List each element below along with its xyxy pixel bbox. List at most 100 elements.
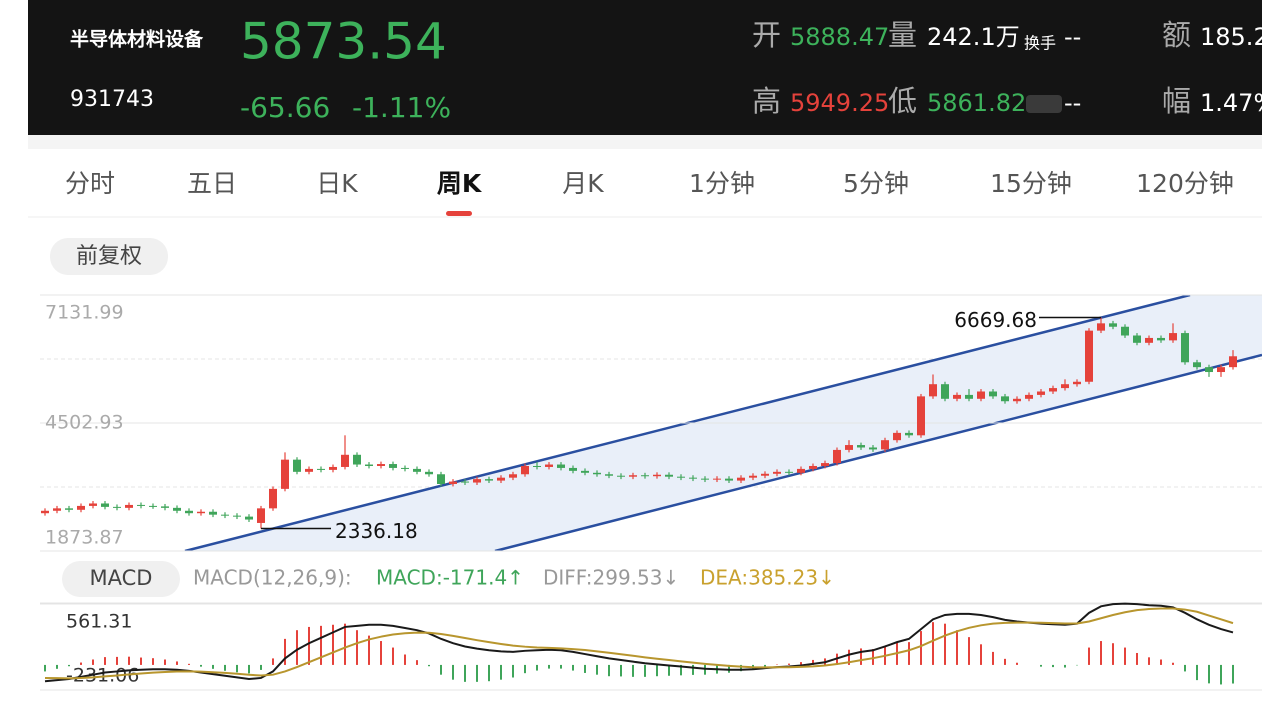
y-tick-label: 561.31: [66, 611, 132, 633]
candle-body: [809, 465, 817, 469]
candle-body: [533, 465, 541, 467]
candle-body: [1121, 326, 1129, 336]
candle-body: [929, 384, 937, 397]
candle-body: [281, 459, 289, 489]
candle-body: [341, 454, 349, 467]
candle-body: [233, 515, 241, 517]
candle-body: [1001, 396, 1009, 402]
candle-body: [197, 511, 205, 514]
candle-body: [557, 464, 565, 468]
header: 半导体材料设备 931743 5873.54 -65.66 -1.11% 开 5…: [70, 13, 1276, 125]
macd-panel: 561.31 -231.06: [40, 602, 1262, 691]
candle-body: [329, 466, 337, 470]
candle-body: [509, 474, 517, 478]
candle-body: [665, 474, 673, 477]
candle-body: [893, 432, 901, 441]
blurred-label: [1026, 95, 1062, 113]
candle-body: [437, 474, 445, 485]
tab[interactable]: 五日: [187, 169, 237, 198]
tab[interactable]: 周K: [437, 169, 483, 198]
stat-value: 1.47%: [1200, 89, 1276, 117]
stat-label: 额: [1162, 18, 1191, 52]
candle-body: [701, 478, 709, 480]
candle-body: [1097, 323, 1105, 331]
y-tick-label: 1873.87: [45, 527, 124, 549]
candle-body: [821, 463, 829, 466]
candle-body: [1061, 384, 1069, 389]
candle-body: [881, 440, 889, 450]
candle-body: [149, 505, 157, 507]
candle-body: [977, 391, 985, 399]
candle-body: [845, 445, 853, 450]
change-pct: -1.11%: [352, 91, 451, 124]
candle-body: [677, 476, 685, 478]
candle-body: [269, 488, 277, 509]
candle-body: [545, 464, 553, 467]
candle-body: [161, 506, 169, 508]
stat-label: 量: [888, 18, 917, 52]
legend-entry: DEA:385.23↓: [700, 566, 835, 590]
stock-name: 半导体材料设备: [70, 28, 204, 51]
candle-body: [53, 508, 61, 511]
tab-bar: 分时 五日 日K 周K 月K 1分钟 5分钟 15分钟 120分钟: [65, 169, 1234, 216]
candle-body: [737, 477, 745, 481]
candle-body: [413, 468, 421, 472]
candle-body: [401, 467, 409, 469]
candle-body: [905, 432, 913, 436]
candle-body: [389, 464, 397, 468]
tab[interactable]: 5分钟: [843, 169, 909, 198]
stat-value: 185.2: [1200, 23, 1269, 51]
candle-body: [773, 471, 781, 474]
candle-body: [653, 474, 661, 477]
tab[interactable]: 分时: [65, 169, 115, 198]
candle-body: [1193, 362, 1201, 368]
stock-code: 931743: [70, 87, 154, 112]
tab[interactable]: 1分钟: [689, 169, 755, 198]
candle-body: [689, 477, 697, 479]
candle-body: [137, 504, 145, 506]
candle-body: [797, 468, 805, 473]
price-grid: 7131.99 4502.93 1873.87: [40, 294, 1262, 552]
tab[interactable]: 月K: [562, 169, 604, 198]
candle-body: [953, 394, 961, 399]
candle-body: [605, 474, 613, 476]
y-tick-label: 7131.99: [45, 302, 124, 324]
change: -65.66: [240, 91, 330, 124]
candle-body: [1145, 337, 1153, 343]
candle-body: [461, 481, 469, 483]
candle-body: [257, 508, 265, 523]
candle-body: [497, 477, 505, 481]
candle-body: [581, 470, 589, 473]
tab[interactable]: 15分钟: [990, 169, 1072, 198]
candle-body: [245, 516, 253, 520]
candle-body: [305, 468, 313, 472]
candle-body: [1013, 398, 1021, 402]
macd-params: MACD(12,26,9):: [193, 566, 352, 590]
stat-value: 242.1万: [927, 23, 1020, 51]
indicator-button[interactable]: [62, 561, 180, 597]
stat-label: 高: [752, 84, 781, 118]
candle-body: [965, 394, 973, 399]
adjust-button[interactable]: [50, 238, 168, 275]
candle-body: [77, 505, 85, 510]
candle-body: [449, 481, 457, 485]
dea-line: [44, 607, 1234, 680]
legend-entry: MACD:-171.4↑: [376, 566, 524, 590]
candle-body: [221, 514, 229, 516]
tab[interactable]: 120分钟: [1136, 169, 1234, 198]
stat-value: 5949.25: [790, 89, 889, 117]
candle-body: [365, 464, 373, 466]
macd-legend: MACD:-171.4↑ DIFF:299.53↓ DEA:385.23↓: [376, 566, 835, 590]
stat-label: 开: [752, 18, 781, 52]
stat-value: 5888.47: [790, 23, 889, 51]
tab[interactable]: 日K: [316, 169, 358, 198]
candle-body: [1229, 356, 1237, 368]
candle-body: [569, 467, 577, 471]
candle-body: [65, 508, 73, 510]
y-tick-label: 4502.93: [45, 412, 124, 434]
indicator-label: MACD: [90, 566, 153, 590]
candle-body: [113, 506, 121, 508]
candle-body: [293, 459, 301, 472]
